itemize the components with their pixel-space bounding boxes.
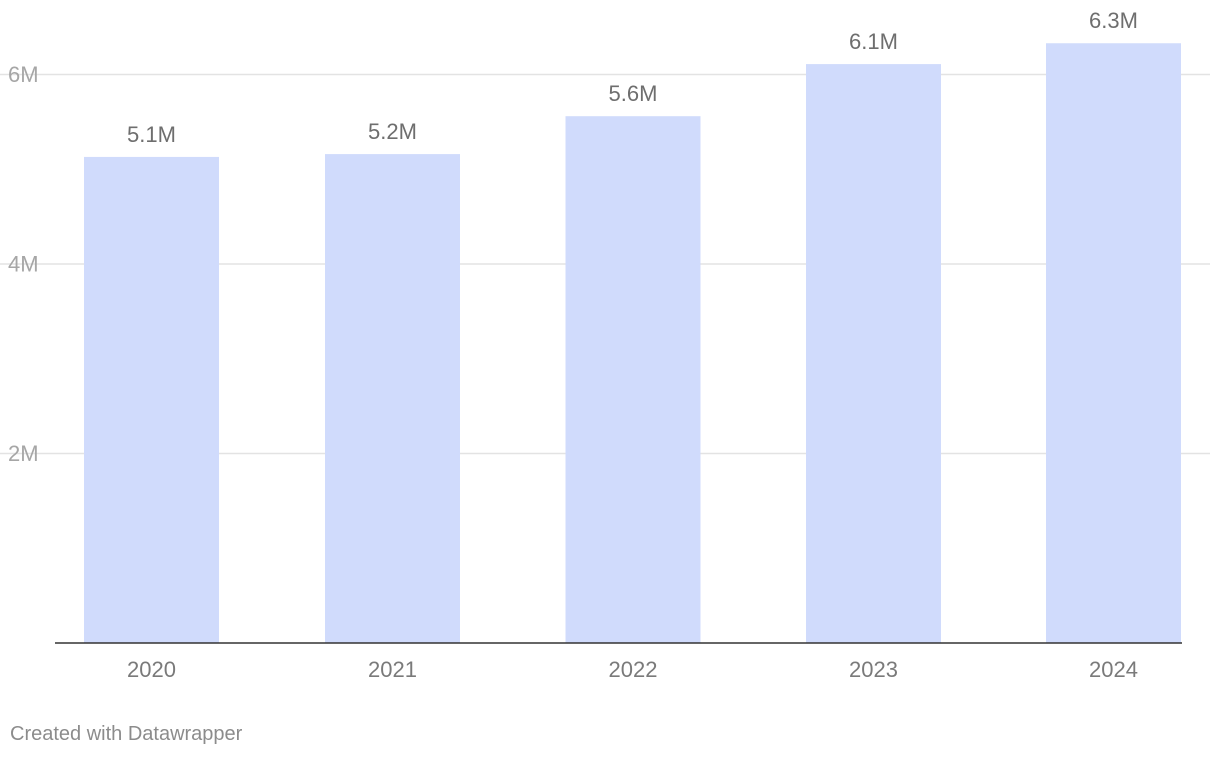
x-tick-label: 2024 bbox=[1089, 657, 1138, 682]
x-tick-label: 2020 bbox=[127, 657, 176, 682]
bars bbox=[84, 43, 1181, 644]
bar-2023 bbox=[806, 64, 941, 643]
data-label-2024: 6.3M bbox=[1089, 8, 1138, 33]
footer-credit: Created with Datawrapper bbox=[10, 723, 243, 745]
x-tick-label: 2021 bbox=[368, 657, 417, 682]
y-tick-label: 2M bbox=[8, 441, 39, 466]
bar-2024 bbox=[1046, 43, 1181, 644]
y-tick-label: 4M bbox=[8, 252, 39, 277]
bar-chart: 2M 4M 6M 5.1M 5.2M 5.6M 6.1M 6.3M 2020 2021 2022… bbox=[0, 8, 1210, 682]
bar-2022 bbox=[565, 116, 701, 643]
data-label-2022: 5.6M bbox=[609, 81, 658, 106]
data-label-2021: 5.2M bbox=[368, 119, 417, 144]
x-axis-ticks: 2020 2021 2022 2023 2024 bbox=[127, 657, 1138, 682]
x-tick-label: 2023 bbox=[849, 657, 898, 682]
x-tick-label: 2022 bbox=[609, 657, 658, 682]
bar-2020 bbox=[84, 156, 219, 643]
bar-2021 bbox=[325, 154, 460, 643]
data-label-2020: 5.1M bbox=[127, 122, 176, 147]
y-tick-label: 6M bbox=[8, 62, 39, 87]
data-label-2023: 6.1M bbox=[849, 29, 898, 54]
data-labels: 5.1M 5.2M 5.6M 6.1M 6.3M bbox=[127, 8, 1138, 147]
